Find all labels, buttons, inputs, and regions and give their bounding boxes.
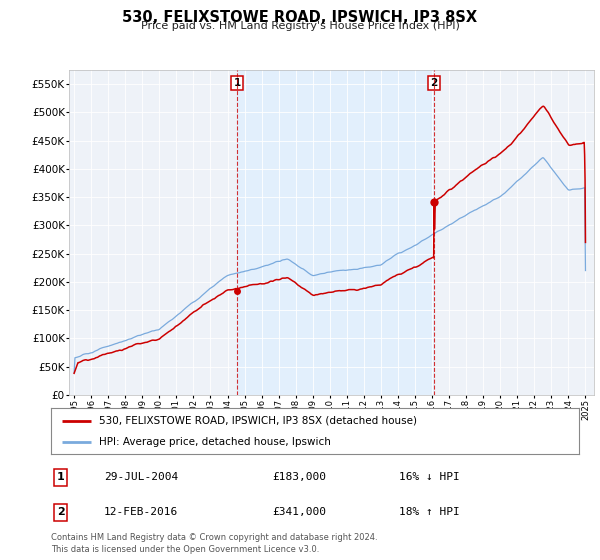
Text: Price paid vs. HM Land Registry's House Price Index (HPI): Price paid vs. HM Land Registry's House … — [140, 21, 460, 31]
Text: HPI: Average price, detached house, Ipswich: HPI: Average price, detached house, Ipsw… — [98, 437, 331, 447]
Text: 16% ↓ HPI: 16% ↓ HPI — [400, 473, 460, 482]
Bar — [237, 70, 434, 395]
Text: 2: 2 — [430, 78, 438, 88]
Text: £183,000: £183,000 — [273, 473, 327, 482]
Text: Contains HM Land Registry data © Crown copyright and database right 2024.
This d: Contains HM Land Registry data © Crown c… — [51, 533, 377, 554]
Text: 530, FELIXSTOWE ROAD, IPSWICH, IP3 8SX (detached house): 530, FELIXSTOWE ROAD, IPSWICH, IP3 8SX (… — [98, 416, 416, 426]
Text: 530, FELIXSTOWE ROAD, IPSWICH, IP3 8SX: 530, FELIXSTOWE ROAD, IPSWICH, IP3 8SX — [122, 10, 478, 25]
Text: 12-FEB-2016: 12-FEB-2016 — [104, 507, 178, 517]
Text: 1: 1 — [233, 78, 241, 88]
Text: 18% ↑ HPI: 18% ↑ HPI — [400, 507, 460, 517]
Text: 2: 2 — [56, 507, 64, 517]
Text: 29-JUL-2004: 29-JUL-2004 — [104, 473, 178, 482]
Text: 1: 1 — [56, 473, 64, 482]
Text: £341,000: £341,000 — [273, 507, 327, 517]
